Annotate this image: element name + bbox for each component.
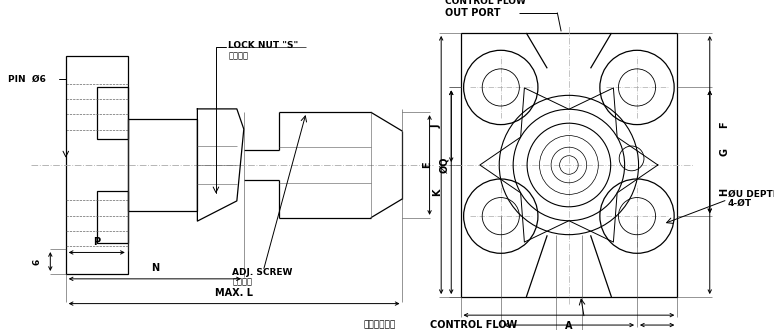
Text: N: N <box>151 263 159 273</box>
Text: CONTROL FLOW: CONTROL FLOW <box>430 320 517 330</box>
Text: K: K <box>432 188 442 196</box>
Text: J: J <box>432 124 442 128</box>
Text: G: G <box>719 148 729 156</box>
Text: PIN  Ø6: PIN Ø6 <box>8 75 46 84</box>
Bar <box>128 119 197 211</box>
Text: 控制油流入口: 控制油流入口 <box>364 320 396 330</box>
Text: OUT PORT: OUT PORT <box>445 8 501 17</box>
Text: 調節螺絲: 調節螺絲 <box>232 278 252 287</box>
Text: 4-ØT: 4-ØT <box>728 198 752 208</box>
Bar <box>461 33 677 297</box>
Text: E: E <box>422 162 432 168</box>
Text: MAX. L: MAX. L <box>215 288 253 298</box>
Text: LOCK NUT "S": LOCK NUT "S" <box>228 41 299 50</box>
Text: ØU DEPTH V: ØU DEPTH V <box>728 190 774 199</box>
Bar <box>97 191 128 243</box>
Text: 固定螺帽: 固定螺帽 <box>228 51 248 61</box>
Text: ØQ: ØQ <box>439 157 449 173</box>
Bar <box>97 87 128 139</box>
Text: P: P <box>93 237 101 247</box>
Text: H: H <box>719 188 729 196</box>
Bar <box>66 56 128 274</box>
Text: 6: 6 <box>32 258 41 265</box>
Text: A: A <box>565 321 573 330</box>
Text: ADJ. SCREW: ADJ. SCREW <box>232 268 293 277</box>
Text: CONTROL FLOW: CONTROL FLOW <box>445 0 526 6</box>
Text: F: F <box>719 121 729 128</box>
